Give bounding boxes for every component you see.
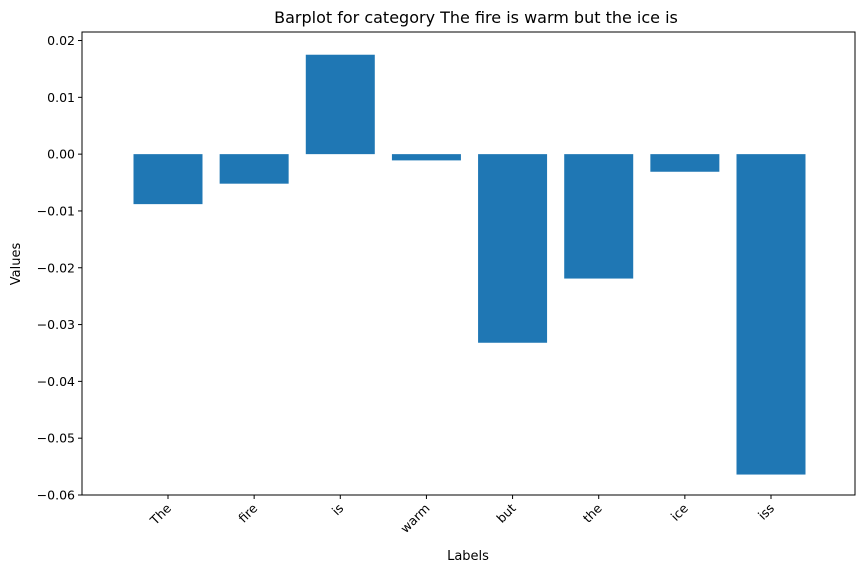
x-tick-label: is: [329, 501, 347, 519]
y-tick-label: −0.06: [37, 488, 75, 503]
bar-The: [133, 154, 203, 205]
bar-ice: [650, 154, 720, 172]
y-tick-label: −0.02: [37, 260, 75, 275]
y-tick-label: −0.04: [37, 374, 75, 389]
y-tick-label: −0.05: [37, 431, 75, 446]
y-axis: 0.02 0.01 0.00 −0.01 −0.02 −0.03 −0.04 −0.05 −0.…: [37, 33, 82, 503]
x-tick-label: fire: [235, 500, 260, 525]
x-tick-label: iss: [755, 501, 777, 523]
x-tick-label: ice: [668, 500, 692, 524]
x-tick-label: warm: [397, 501, 432, 536]
x-axis-title: Labels: [447, 549, 489, 564]
bar-iss: [736, 154, 806, 475]
x-tick-label: but: [493, 500, 518, 525]
bar-warm: [391, 154, 461, 161]
x-tick-label: the: [580, 500, 605, 525]
plot-frame: [81, 31, 856, 496]
y-axis-title: Values: [9, 243, 24, 286]
y-tick-label: 0.02: [47, 33, 75, 48]
y-tick-label: −0.03: [37, 317, 75, 332]
x-tick-label: The: [146, 500, 174, 528]
bar-is: [305, 54, 375, 155]
bars-group: [133, 54, 806, 475]
bar-but: [478, 154, 548, 343]
y-tick-label: 0.01: [47, 90, 75, 105]
y-tick-label: 0.00: [47, 147, 75, 162]
y-tick-label: −0.01: [37, 203, 75, 218]
chart-title: Barplot for category The fire is warm bu…: [274, 8, 678, 27]
x-axis: The fire is warm but the ice iss: [146, 495, 777, 536]
bar-the: [564, 154, 634, 279]
bar-fire: [219, 154, 289, 184]
